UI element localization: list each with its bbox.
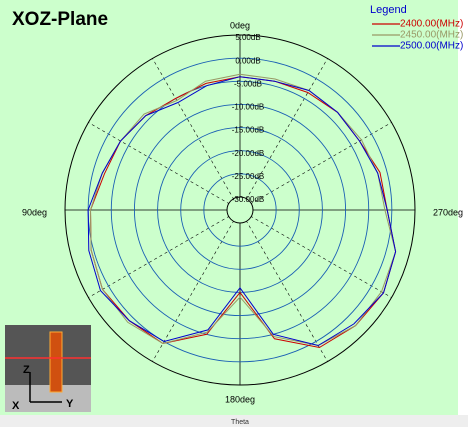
spoke [239, 209, 328, 362]
inset-label: Y [66, 398, 74, 410]
ring [226, 196, 254, 224]
ring [203, 173, 277, 247]
inset-floor [5, 385, 91, 412]
spoke [88, 209, 241, 298]
chart-title: XOZ-Plane [12, 9, 108, 30]
r-tick-label: -30.00dB [232, 195, 264, 204]
spoke [152, 58, 241, 211]
spoke [239, 209, 392, 298]
footer-strip [0, 415, 468, 427]
spoke [152, 209, 241, 362]
ring [133, 103, 347, 317]
r-tick-label: -10.00dB [232, 103, 264, 112]
r-tick-label: 0.00dB [235, 56, 260, 65]
angle-label: 270deg [433, 207, 463, 217]
r-tick-label: -25.00dB [232, 172, 264, 181]
ring [110, 80, 370, 340]
legend-label: 2500.00(MHz) [400, 41, 463, 52]
inset-label: Z [23, 364, 30, 376]
pattern-line [87, 76, 397, 347]
legend-title: Legend [370, 4, 407, 16]
spoke [88, 122, 241, 211]
legend-label: 2400.00(MHz) [400, 19, 463, 30]
inset-photo: Z Y X [5, 325, 91, 412]
legend-label: 2450.00(MHz) [400, 30, 463, 41]
r-tick-label: -20.00dB [232, 149, 264, 158]
inset-label: X [12, 400, 20, 412]
ring [180, 150, 300, 270]
r-tick-label: 5.00dB [235, 33, 260, 42]
ring [64, 34, 416, 386]
theta-label: Theta [231, 419, 249, 426]
r-tick-label: -5.00dB [234, 79, 262, 88]
angle-label: 0deg [230, 20, 250, 30]
spoke [239, 122, 392, 211]
inset-device [49, 331, 63, 393]
spoke [239, 58, 328, 211]
angle-label: 180deg [225, 394, 255, 404]
r-tick-label: -15.00dB [232, 126, 264, 135]
angle-label: 90deg [22, 207, 47, 217]
